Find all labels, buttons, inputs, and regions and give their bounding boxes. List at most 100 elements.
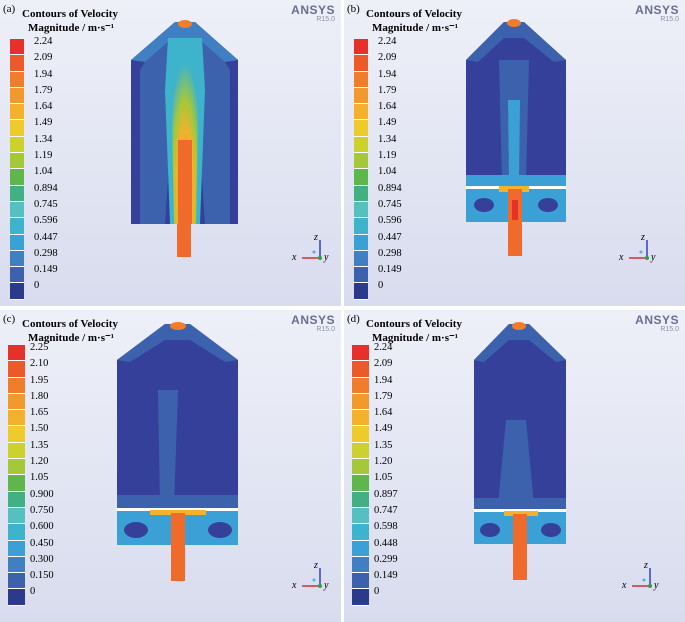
colorbar-tick-label: 1.19 (378, 150, 397, 162)
velocity-contour-d (474, 322, 566, 580)
velocity-contour-b (466, 19, 566, 256)
colorbar-swatch (8, 507, 25, 525)
colorbar-swatch (10, 104, 24, 121)
outlet-hotspot (507, 19, 521, 27)
colorbar-swatch (10, 283, 24, 300)
inlet-pipe (177, 224, 191, 257)
colorbar-swatch (352, 410, 369, 427)
colorbar-title: Contours of Velocity (366, 318, 462, 330)
colorbar-swatch (8, 345, 25, 362)
colorbar-swatch (10, 169, 24, 186)
colorbar-swatch (354, 234, 368, 251)
colorbar-swatch (10, 250, 24, 268)
colorbar-tick-label: 2.09 (374, 358, 393, 370)
brand-version: R15.0 (660, 326, 679, 333)
jet-core (178, 140, 192, 224)
colorbar-tick-label: 1.49 (378, 117, 397, 129)
colorbar-tick-label: 0.750 (30, 504, 54, 516)
axis-z-label: z (314, 232, 318, 243)
colorbar-tick-label: 1.80 (30, 390, 49, 402)
colorbar-swatch (10, 71, 24, 88)
vortex-right (208, 522, 232, 538)
top-cone (474, 324, 566, 362)
brand-name: ANSYS (635, 3, 679, 17)
top-cone (117, 324, 238, 362)
header-jet (150, 510, 206, 515)
colorbar-swatch (10, 201, 24, 219)
colorbar-swatch (8, 426, 25, 443)
upper-flow (158, 390, 178, 505)
colorbar-tick-label: 1.79 (378, 84, 397, 96)
colorbar (354, 39, 368, 300)
axis-arrows (302, 240, 322, 260)
pipe-core (512, 200, 518, 220)
colorbar-swatch (354, 218, 368, 235)
colorbar-ticks: 2.24 2.09 1.94 1.79 1.64 1.49 1.34 1.19 1.04 0.89… (34, 34, 58, 295)
colorbar-tick-label: 0.450 (30, 537, 54, 549)
upper-flow (498, 420, 534, 505)
colorbar-tick-label: 1.49 (34, 117, 53, 129)
colorbar-swatch (8, 491, 25, 508)
colorbar-tick-label: 0.447 (378, 231, 402, 243)
colorbar-tick-label: 1.79 (34, 84, 53, 96)
colorbar-tick-label: 0.299 (374, 553, 398, 565)
panel-a: (a) Contours of Velocity Magnitude / m·s… (0, 0, 341, 306)
ansys-logo: ANSYS R15.0 (635, 3, 679, 23)
distributor-region (474, 498, 566, 510)
panel-d: (d) Contours of Velocity Magnitude / m·s… (344, 310, 685, 622)
outlet-hotspot (178, 20, 192, 28)
colorbar-swatch (354, 267, 368, 284)
colorbar-tick-label: 2.09 (378, 52, 397, 64)
colorbar-tick-label: 1.64 (34, 101, 53, 113)
colorbar-swatch (352, 475, 369, 492)
vessel-body (117, 324, 238, 545)
colorbar-tick-label: 1.94 (378, 68, 397, 80)
colorbar-tick-label: 1.94 (34, 68, 53, 80)
axis-triad: z x y (292, 560, 332, 591)
colorbar-tick-label: 0 (34, 280, 40, 292)
brand-name: ANSYS (635, 313, 679, 327)
distributor-plate (117, 508, 238, 511)
colorbar-ticks: 2.24 2.09 1.94 1.79 1.64 1.49 1.34 1.19 1.04 0.89… (378, 34, 402, 295)
colorbar-tick-label: 0.745 (34, 198, 58, 210)
colorbar-swatch (352, 540, 369, 557)
colorbar-tick-label: 0.149 (378, 264, 402, 276)
outlet-hotspot (512, 322, 526, 330)
axis-y-label: y (324, 580, 329, 591)
ansys-logo: ANSYS R15.0 (635, 313, 679, 333)
colorbar-tick-label: 1.65 (30, 407, 49, 419)
colorbar-tick-label: 0 (30, 586, 36, 598)
colorbar-tick-label: 0.298 (378, 247, 402, 259)
colorbar-tick-label: 1.19 (34, 150, 53, 162)
colorbar-tick-label: 1.64 (374, 407, 393, 419)
colorbar-tick-label: 1.20 (30, 456, 49, 468)
colorbar-tick-label: 0.894 (378, 182, 402, 194)
colorbar-tick-label: 1.79 (374, 390, 393, 402)
colorbar-swatch (354, 169, 368, 186)
colorbar-tick-label: 1.35 (374, 439, 393, 451)
colorbar-tick-label: 2.24 (378, 36, 397, 47)
colorbar-unit: Magnitude / m·s⁻¹ (28, 332, 115, 344)
colorbar-title: Contours of Velocity (22, 8, 118, 20)
colorbar-tick-label: 0.747 (374, 504, 398, 516)
colorbar-tick-label: 1.35 (30, 439, 49, 451)
axis-x-label: x (619, 252, 624, 263)
colorbar-tick-label: 0.150 (30, 570, 54, 582)
axis-triad: z x y (292, 232, 332, 263)
colorbar-tick-label: 0.897 (374, 488, 398, 500)
colorbar-swatch (354, 87, 368, 105)
colorbar-swatch (10, 218, 24, 235)
colorbar-swatch (352, 507, 369, 525)
colorbar-swatch (10, 185, 24, 202)
colorbar-tick-label: 1.34 (378, 133, 397, 145)
axis-arrows (629, 240, 649, 260)
vortex-left (474, 198, 494, 212)
distributor-region (117, 495, 238, 509)
brand-version: R15.0 (660, 16, 679, 23)
colorbar-tick-label: 2.09 (34, 52, 53, 64)
colorbar-swatch (354, 185, 368, 202)
velocity-contour-c (117, 322, 238, 581)
panel-label: (b) (347, 3, 360, 15)
colorbar-tick-label: 1.20 (374, 456, 393, 468)
colorbar-swatch (8, 475, 25, 492)
